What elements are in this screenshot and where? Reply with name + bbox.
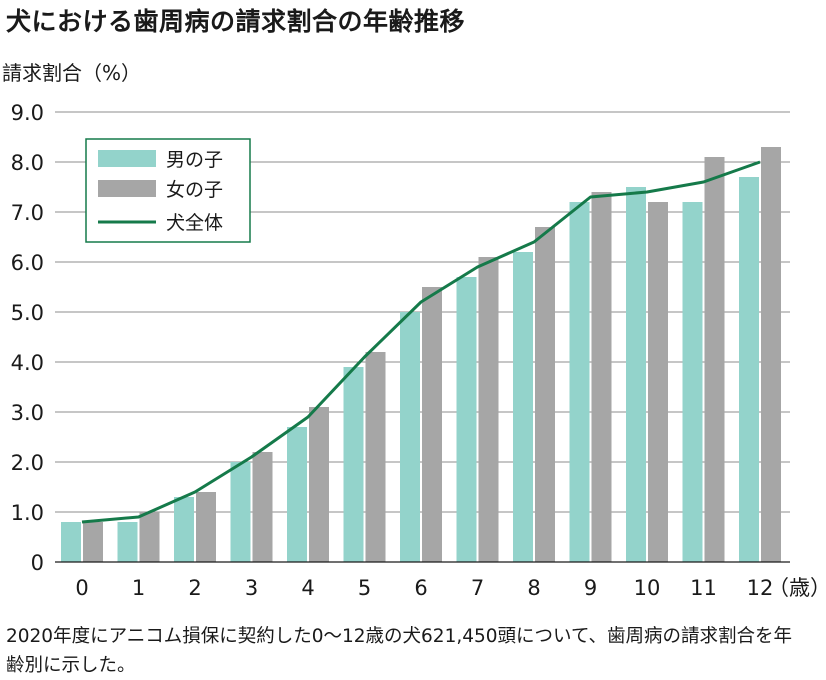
x-tick-label: 8 <box>527 576 540 600</box>
chart-title: 犬における歯周病の請求割合の年齢推移 <box>6 7 466 36</box>
bar-male <box>682 202 703 562</box>
x-tick-label: 7 <box>471 576 484 600</box>
bar-female <box>422 287 442 562</box>
y-tick-label: 9.0 <box>11 101 44 125</box>
bar-female <box>139 512 160 562</box>
bar-female <box>591 192 612 562</box>
x-tick-label: 4 <box>301 576 314 600</box>
bar-male <box>569 202 590 562</box>
bar-female <box>83 522 103 562</box>
y-tick-label: 3.0 <box>11 401 44 425</box>
bar-female <box>535 227 555 562</box>
bars <box>61 147 781 562</box>
y-axis-title: 請求割合（%） <box>2 61 141 85</box>
y-tick-label: 5.0 <box>11 301 44 325</box>
bar-female <box>761 147 781 562</box>
legend-label: 男の子 <box>166 149 223 171</box>
y-tick-label: 6.0 <box>11 251 44 275</box>
bar-female <box>196 492 216 562</box>
caption: 2020年度にアニコム損保に契約した0〜12歳の犬621,450頭について、歯周… <box>6 626 793 676</box>
bar-male <box>343 367 364 562</box>
series-line-total <box>81 160 761 524</box>
x-tick-label: 0 <box>75 576 88 600</box>
x-axis-unit: （歳） <box>768 576 826 600</box>
bar-female <box>704 157 725 562</box>
bar-male <box>174 497 194 562</box>
x-tick-label: 3 <box>245 576 258 600</box>
legend-swatch <box>98 180 156 197</box>
legend-label: 犬全体 <box>166 212 223 234</box>
bar-male <box>117 522 138 562</box>
bar-female <box>478 257 499 562</box>
x-tick-label: 5 <box>358 576 371 600</box>
x-tick-label: 10 <box>634 576 661 600</box>
bar-female <box>252 452 273 562</box>
bar-male <box>287 427 307 562</box>
y-tick-label: 1.0 <box>11 501 44 525</box>
axes: 請求割合（%）01.02.03.04.05.06.07.08.09.00 1 2 3 4… <box>2 61 826 600</box>
bar-female <box>309 407 329 562</box>
y-tick-label: 0 <box>31 551 44 575</box>
y-tick-label: 4.0 <box>11 351 44 375</box>
y-tick-label: 8.0 <box>11 151 44 175</box>
bar-female <box>365 352 386 562</box>
x-tick-label: 9 <box>584 576 597 600</box>
bar-female <box>648 202 668 562</box>
legend-swatch <box>98 150 156 167</box>
total-line <box>81 160 761 524</box>
x-tick-label: 12 <box>747 576 774 600</box>
x-tick-label: 1 <box>132 576 145 600</box>
bar-male <box>230 462 251 562</box>
bar-male <box>61 522 81 562</box>
bar-male <box>626 187 646 562</box>
bar-male <box>456 277 477 562</box>
y-tick-label: 2.0 <box>11 451 44 475</box>
bar-male <box>513 252 533 562</box>
x-tick-label: 2 <box>188 576 201 600</box>
chart-plot: 請求割合（%）01.02.03.04.05.06.07.08.09.00 1 2 3 4… <box>2 61 826 600</box>
legend-label: 女の子 <box>166 179 223 201</box>
x-tick-label: 11 <box>690 576 717 600</box>
bar-male <box>400 312 420 562</box>
x-tick-label: 6 <box>414 576 427 600</box>
bar-male <box>739 177 759 562</box>
y-tick-label: 7.0 <box>11 201 44 225</box>
